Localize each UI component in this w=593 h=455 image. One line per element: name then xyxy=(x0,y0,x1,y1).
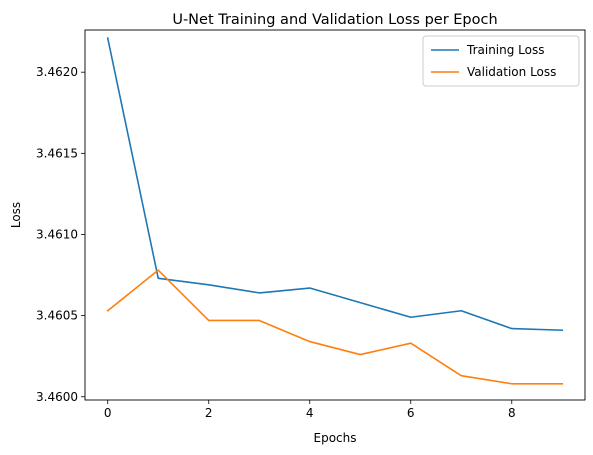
series-line-validation-loss xyxy=(106,269,564,385)
legend: Training Loss Validation Loss xyxy=(422,35,580,87)
chart-title: U-Net Training and Validation Loss per E… xyxy=(172,12,497,28)
x-tick-label: 0 xyxy=(104,406,112,420)
x-axis-label: Epochs xyxy=(314,431,357,445)
legend-box xyxy=(422,35,580,87)
y-tick-label: 3.4615 xyxy=(36,146,78,160)
y-tick-label: 3.4600 xyxy=(36,390,78,404)
x-tick-label: 8 xyxy=(508,406,516,420)
plot-area xyxy=(85,30,585,400)
x-axis-ticks: 0 2 4 6 8 xyxy=(104,400,516,420)
y-axis-label: Loss xyxy=(9,202,23,228)
y-tick-label: 3.4620 xyxy=(36,65,78,79)
plot-frame xyxy=(84,29,586,401)
y-axis-ticks: 3.4600 3.4605 3.4610 3.4615 3.4620 xyxy=(36,65,85,404)
x-tick-label: 4 xyxy=(306,406,314,420)
y-tick-label: 3.4610 xyxy=(36,227,78,241)
series-line-training-loss xyxy=(106,37,564,332)
x-tick-label: 6 xyxy=(407,406,415,420)
legend-label: Validation Loss xyxy=(467,65,556,79)
series-layer xyxy=(106,37,564,385)
x-tick-label: 2 xyxy=(205,406,213,420)
legend-label: Training Loss xyxy=(466,43,544,57)
y-tick-label: 3.4605 xyxy=(36,309,78,323)
